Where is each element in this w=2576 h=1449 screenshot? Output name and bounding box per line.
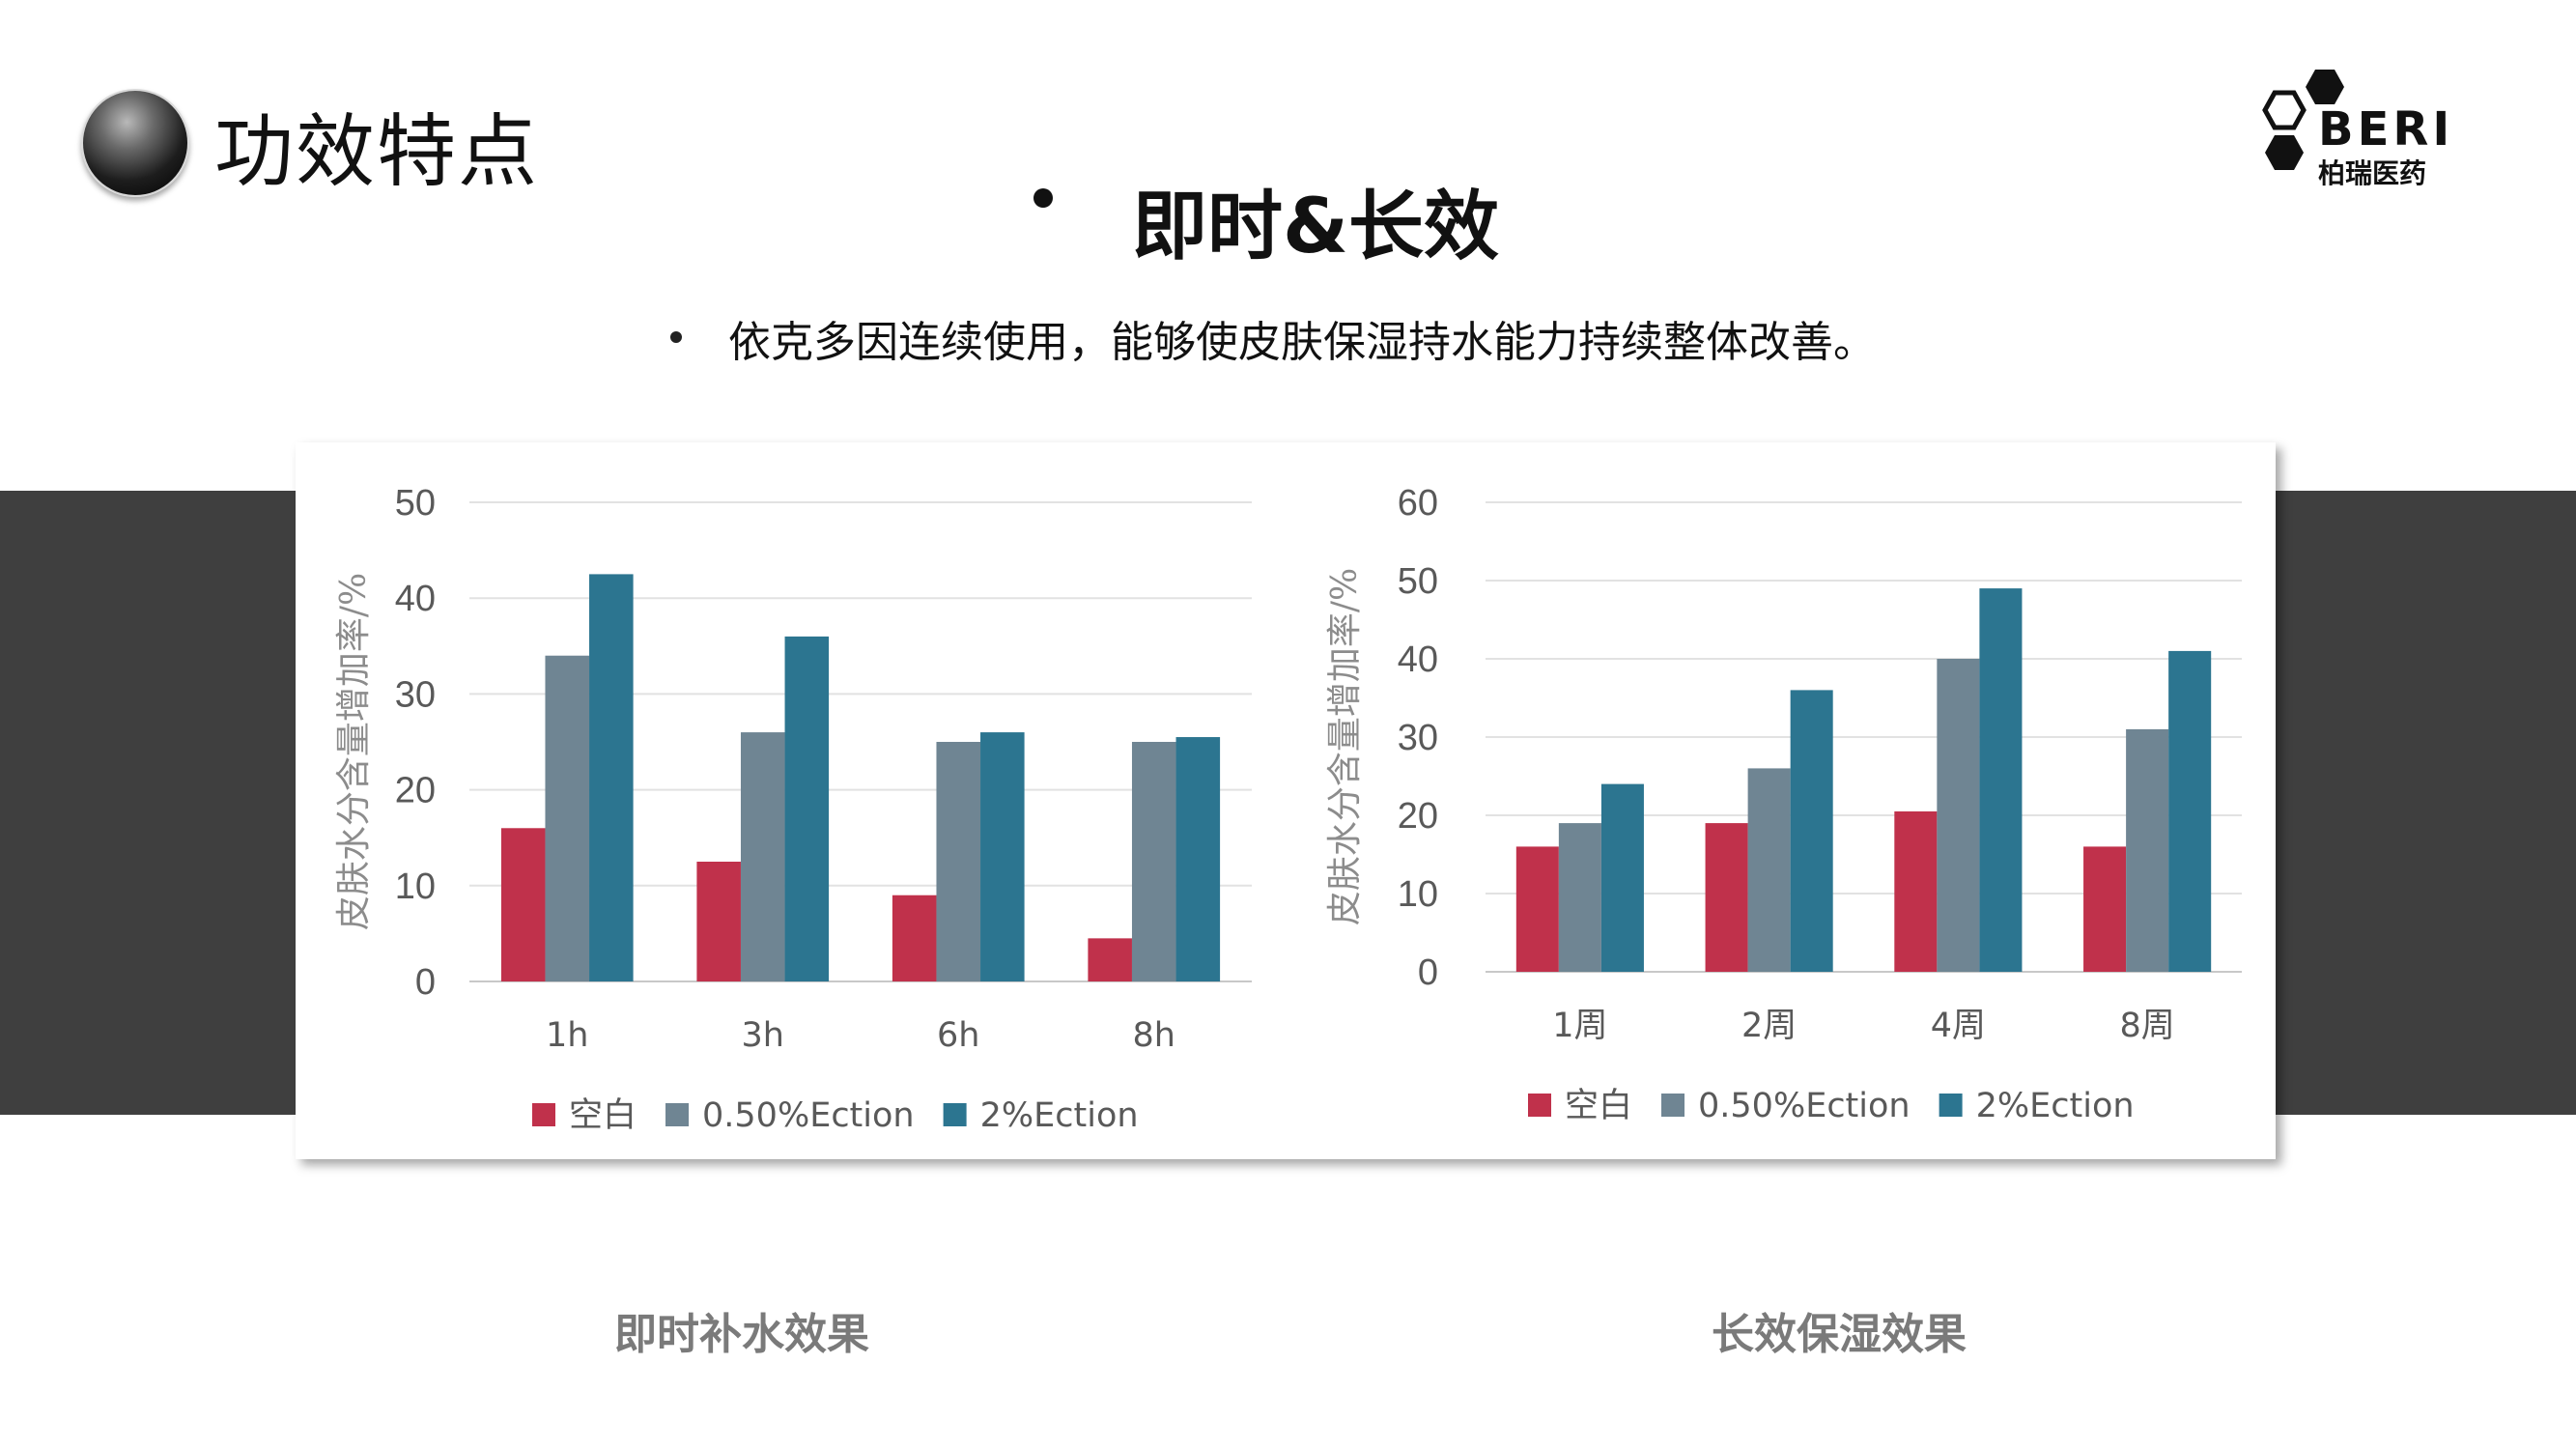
x-tick-label: 8h bbox=[1133, 1016, 1175, 1055]
bar bbox=[936, 742, 981, 981]
description-text: 依克多因连续使用，能够使皮肤保湿持水能力持续整体改善。 bbox=[728, 318, 1876, 367]
bar bbox=[696, 862, 741, 981]
y-tick-label: 20 bbox=[1398, 796, 1438, 837]
legend-label: 2%Ection bbox=[980, 1096, 1139, 1135]
legend-swatch bbox=[1661, 1094, 1685, 1117]
logo-company-name: 柏瑞医药 bbox=[2318, 157, 2427, 189]
y-tick-label: 30 bbox=[1398, 718, 1438, 758]
bar bbox=[1515, 846, 1559, 972]
y-tick-label: 50 bbox=[1398, 561, 1438, 602]
y-tick-label: 0 bbox=[415, 962, 436, 1003]
y-tick-label: 30 bbox=[395, 674, 436, 715]
legend-swatch bbox=[532, 1103, 555, 1126]
x-tick-label: 4周 bbox=[1931, 1007, 1986, 1045]
y-tick-label: 40 bbox=[395, 579, 436, 619]
bar bbox=[1600, 783, 1644, 972]
legend-swatch bbox=[1939, 1094, 1963, 1117]
y-tick-label: 10 bbox=[395, 867, 436, 907]
bar bbox=[1088, 938, 1132, 981]
x-tick-label: 2周 bbox=[1741, 1007, 1797, 1045]
legend-label: 0.50%Ection bbox=[702, 1096, 915, 1135]
logo-wordmark: BERI bbox=[2318, 102, 2454, 156]
y-tick-label: 20 bbox=[395, 771, 436, 811]
caption-left: 即时补水效果 bbox=[614, 1310, 869, 1359]
bar bbox=[1747, 768, 1791, 972]
y-axis-label: 皮肤水分含量增加率/% bbox=[334, 573, 374, 930]
bar bbox=[1131, 742, 1176, 981]
x-tick-label: 8周 bbox=[2119, 1007, 2174, 1045]
caption-right: 长效保湿效果 bbox=[1712, 1310, 1967, 1359]
bar bbox=[1175, 737, 1221, 981]
bar bbox=[1790, 690, 1833, 972]
bar bbox=[500, 828, 546, 981]
legend-label: 空白 bbox=[569, 1096, 637, 1135]
bar bbox=[892, 895, 937, 981]
y-tick-label: 60 bbox=[1398, 483, 1438, 524]
page-title: 功效特点 bbox=[214, 106, 540, 198]
bar bbox=[2126, 728, 2169, 972]
bar bbox=[980, 732, 1025, 981]
heading-bullet-icon bbox=[1033, 188, 1053, 208]
chart-panel: 0 10 20 30 40 50 皮肤水分含量增加率/% 1h 3h 6h 8h 空白 0.50%Ect… bbox=[296, 442, 2276, 1159]
section-heading: 即时&长效 bbox=[1132, 184, 1500, 270]
x-tick-label: 1周 bbox=[1552, 1007, 1607, 1045]
bar bbox=[1894, 810, 1938, 972]
x-tick-label: 6h bbox=[937, 1016, 979, 1055]
bar bbox=[784, 636, 830, 981]
legend-label: 0.50%Ection bbox=[1698, 1087, 1911, 1125]
beri-logo-icon bbox=[2262, 70, 2344, 170]
legend-label: 空白 bbox=[1565, 1087, 1632, 1125]
subtext-bullet-icon bbox=[670, 331, 682, 343]
bar bbox=[1558, 823, 1601, 972]
y-tick-label: 40 bbox=[1398, 639, 1438, 680]
bar bbox=[2168, 650, 2212, 972]
x-tick-label: 1h bbox=[546, 1016, 588, 1055]
bar bbox=[740, 732, 785, 981]
legend-swatch bbox=[943, 1103, 967, 1126]
bar bbox=[1937, 659, 1980, 972]
title-bullet-icon bbox=[81, 89, 189, 197]
y-tick-label: 50 bbox=[395, 483, 436, 524]
legend-swatch bbox=[665, 1103, 690, 1126]
bar bbox=[2083, 846, 2127, 972]
bar bbox=[589, 574, 634, 981]
bar bbox=[545, 655, 590, 981]
bar bbox=[1705, 823, 1748, 972]
x-tick-label: 3h bbox=[742, 1016, 784, 1055]
y-tick-label: 0 bbox=[1418, 952, 1438, 993]
y-tick-label: 10 bbox=[1398, 874, 1438, 915]
legend-swatch bbox=[1528, 1094, 1551, 1117]
bar bbox=[1979, 588, 2023, 972]
legend-label: 2%Ection bbox=[1976, 1087, 2135, 1125]
bar-charts: 0 10 20 30 40 50 皮肤水分含量增加率/% 1h 3h 6h 8h 空白 0.50%Ect… bbox=[334, 483, 2242, 1135]
y-axis-label: 皮肤水分含量增加率/% bbox=[1325, 568, 1365, 925]
